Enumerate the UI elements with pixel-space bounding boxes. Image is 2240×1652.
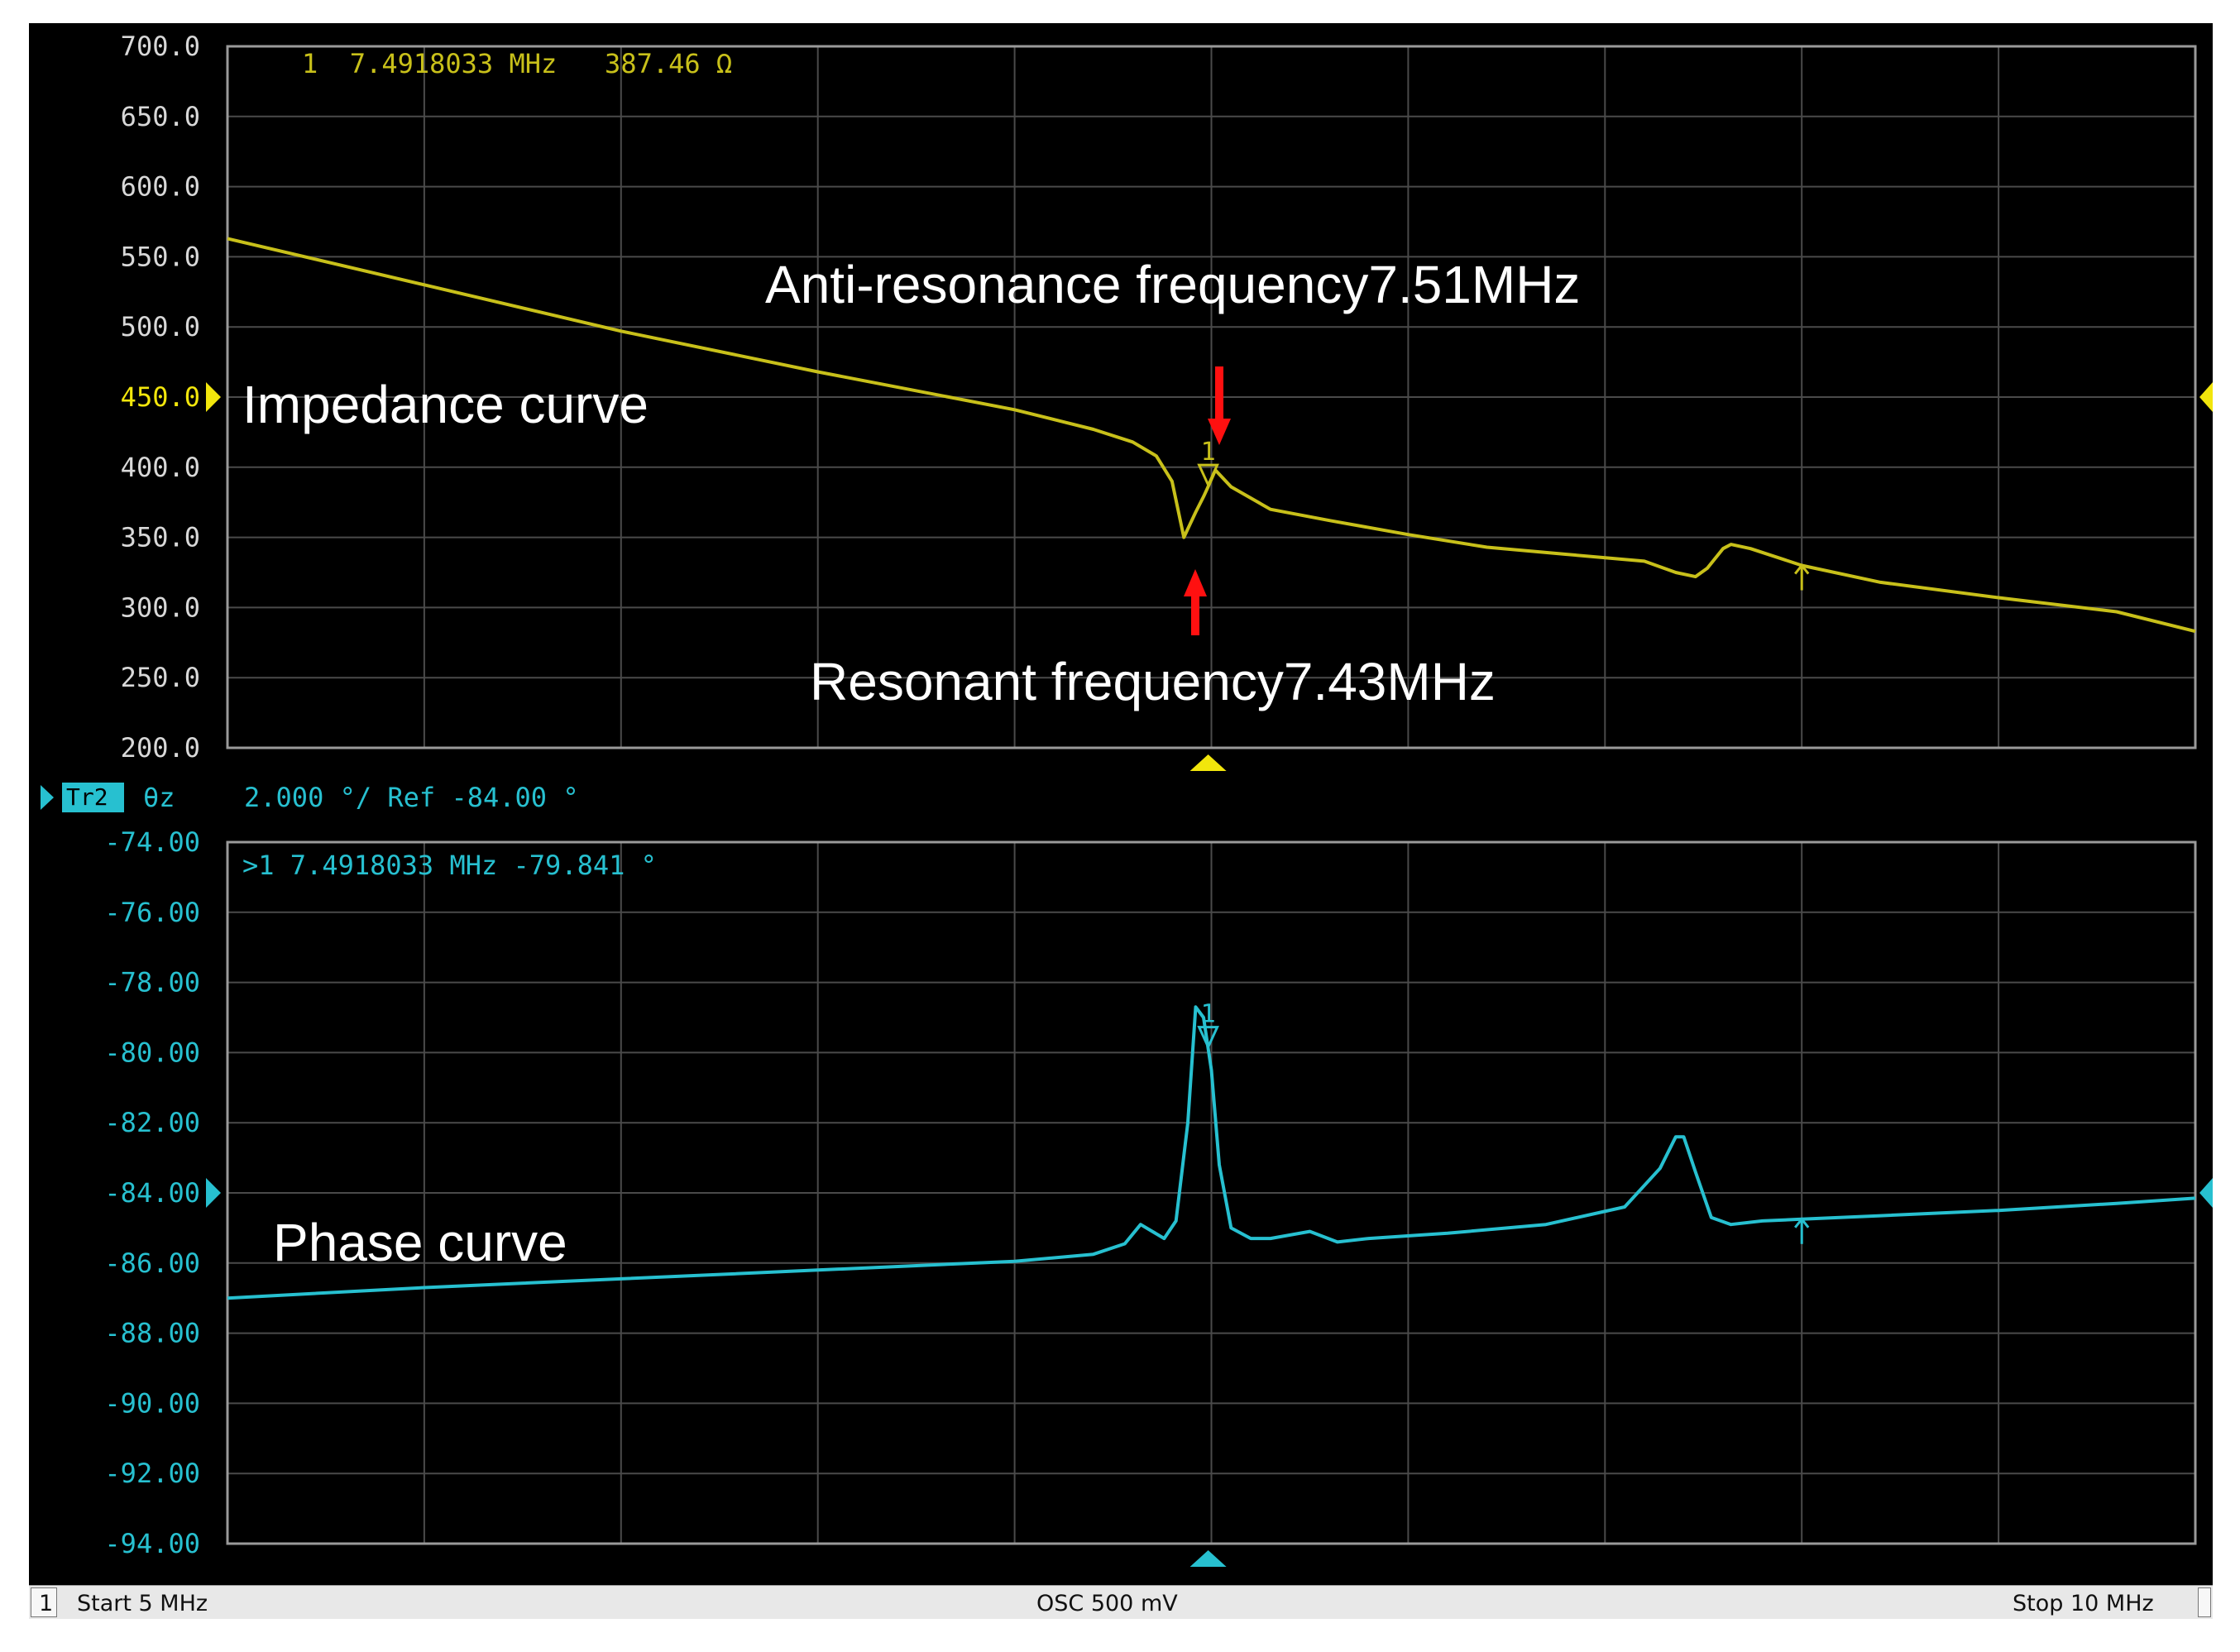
phase-trace [227, 1005, 2196, 1300]
phase-marker-bottom-pointer[interactable] [1189, 1550, 1227, 1567]
impedance-stimulus-marker-head [1794, 563, 1810, 575]
status-bar: 1 Start 5 MHz OSC 500 mV Stop 10 MHz [29, 1585, 2213, 1619]
phase-y-tick-label: -78.00 [104, 967, 200, 998]
phase-y-tick-label: -88.00 [104, 1318, 200, 1349]
phase-y-tick-label: -90.00 [104, 1387, 200, 1419]
phase-y-tick-label: -84.00 [104, 1177, 200, 1209]
impedance-marker-triangle[interactable] [1197, 463, 1219, 488]
source-level[interactable]: OSC 500 mV [1036, 1591, 1178, 1616]
impedance-y-tick-label: 450.0 [121, 381, 200, 413]
resonance-label: Resonant frequency7.43MHz [810, 652, 1496, 711]
impedance-y-tick-label: 350.0 [121, 522, 200, 553]
impedance-y-tick-label: 200.0 [121, 732, 200, 764]
analyzer-screen: 700.0 650.0 600.0 550.0 500.0 450.0 400.0 350.0… [29, 23, 2213, 1619]
phase-y-tick-label: -82.00 [104, 1107, 200, 1138]
impedance-marker-readout: 1 7.4918033 MHz 387.46 Ω [302, 48, 732, 79]
phase-marker-triangle[interactable] [1197, 1026, 1219, 1051]
channel-box[interactable] [31, 1587, 57, 1617]
impedance-y-tick-label: 600.0 [121, 171, 200, 203]
phase-curve-label: Phase curve [273, 1213, 567, 1272]
y-axis-ticks: 700.0 650.0 600.0 550.0 500.0 450.0 400.0 350.0… [104, 31, 2213, 1559]
anti-resonance-label: Anti-resonance frequency7.51MHz [765, 255, 1580, 314]
impedance-reference-pointer[interactable] [206, 382, 221, 412]
resonance-arrow [1184, 569, 1207, 635]
traces [227, 237, 2196, 1300]
impedance-y-tick-label: 400.0 [121, 452, 200, 483]
stop-frequency[interactable]: Stop 10 MHz [2013, 1591, 2154, 1616]
plot-canvas: 700.0 650.0 600.0 550.0 500.0 450.0 400.0 350.0… [41, 31, 2213, 1567]
impedance-plot-frame [226, 45, 2197, 749]
trace2-active-pointer [41, 785, 54, 810]
phase-marker-label: 1 [1201, 1000, 1216, 1029]
impedance-y-tick-label: 650.0 [121, 101, 200, 132]
trace2-format: θz [143, 782, 175, 813]
status-end-box [2198, 1587, 2211, 1617]
anti-resonance-arrow [1208, 366, 1231, 445]
phase-reference-pointer[interactable] [206, 1178, 221, 1208]
phase-reference-pointer-right [2199, 1178, 2213, 1208]
start-frequency[interactable]: Start 5 MHz [77, 1591, 208, 1616]
phase-y-tick-label: -80.00 [104, 1037, 200, 1068]
impedance-trace [227, 237, 2196, 634]
trace2-scale: 2.000 °/ Ref -84.00 ° [244, 782, 579, 813]
trace2-badge[interactable]: Tr2 [66, 783, 108, 811]
phase-plot-frame [226, 840, 2197, 1545]
impedance-y-tick-label: 700.0 [121, 31, 200, 62]
impedance-y-tick-label: 550.0 [121, 241, 200, 272]
phase-y-tick-label: -86.00 [104, 1247, 200, 1279]
phase-stimulus-marker-head [1794, 1217, 1810, 1228]
phase-y-tick-label: -94.00 [104, 1528, 200, 1559]
phase-y-tick-label: -92.00 [104, 1458, 200, 1489]
impedance-y-tick-label: 250.0 [121, 662, 200, 693]
impedance-curve-label: Impedance curve [242, 375, 649, 434]
grid-lines [227, 46, 2195, 1544]
impedance-reference-pointer-right [2199, 382, 2213, 412]
impedance-y-tick-label: 300.0 [121, 591, 200, 623]
phase-y-tick-label: -76.00 [104, 897, 200, 928]
impedance-marker-label: 1 [1201, 438, 1216, 467]
impedance-marker-bottom-pointer[interactable] [1189, 754, 1227, 771]
markers: 11 [1189, 438, 1810, 1567]
channel-number: 1 [39, 1591, 54, 1616]
phase-y-tick-label: -74.00 [104, 826, 200, 858]
plot-frames [226, 45, 2197, 1545]
impedance-y-tick-label: 500.0 [121, 311, 200, 342]
trace2-badge-bg [62, 783, 124, 812]
phase-marker-readout: >1 7.4918033 MHz -79.841 ° [242, 850, 657, 881]
